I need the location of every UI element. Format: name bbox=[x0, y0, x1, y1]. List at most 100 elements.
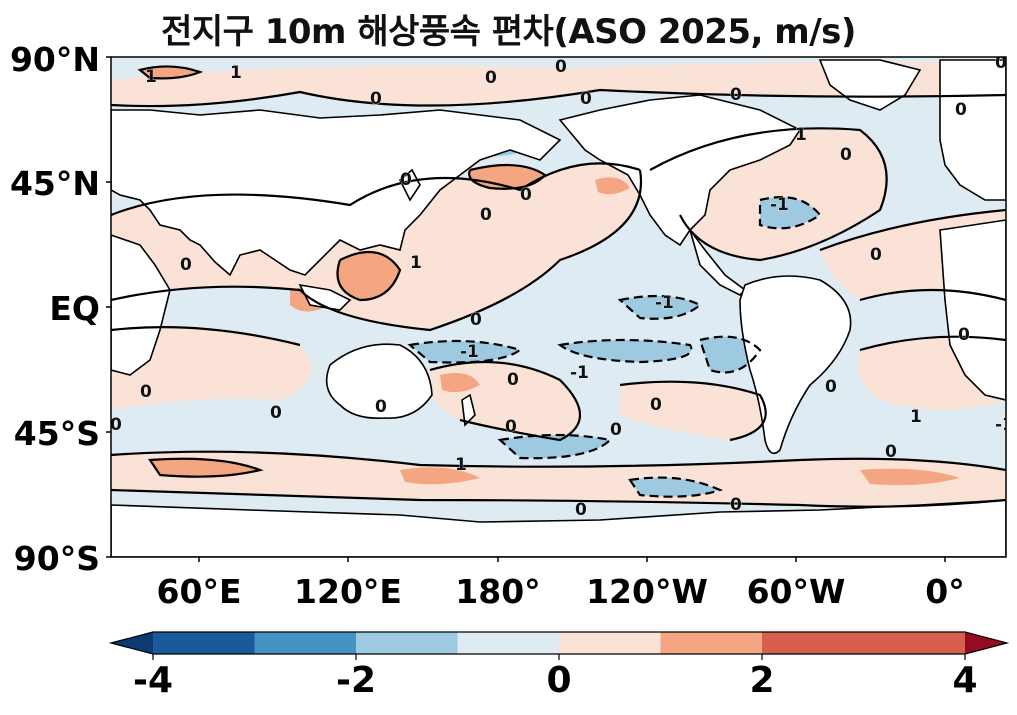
contour-label: 1 bbox=[795, 125, 807, 145]
land-eurasia bbox=[111, 109, 562, 277]
contour-line-positive bbox=[137, 65, 204, 80]
contour-label: 0 bbox=[370, 89, 382, 109]
contour-label: 0 bbox=[610, 420, 622, 440]
lat-label-45s: 45°S bbox=[13, 414, 100, 453]
colorbar-tick-label: 2 bbox=[749, 660, 775, 701]
contour-line-positive bbox=[148, 457, 264, 478]
contour-line-negative bbox=[407, 339, 523, 364]
contour-line-negative bbox=[497, 433, 613, 460]
land-australia bbox=[325, 343, 433, 420]
colorbar-bin bbox=[863, 632, 965, 654]
lon-label-180: 180° bbox=[455, 572, 541, 611]
colorbar-tick-label: -2 bbox=[336, 660, 376, 701]
lon-label-120e: 120°E bbox=[294, 572, 402, 611]
land-indonesia bbox=[298, 283, 352, 311]
colorbar-bin bbox=[660, 632, 762, 654]
contour-label: -1 bbox=[460, 342, 479, 362]
contour-labels: 0 0 0 1 1 0 0 0 0 0 1 0 -1 -1 0 0 -1 0 0… bbox=[110, 53, 1014, 520]
contour-label: 0 bbox=[730, 495, 742, 515]
contour-label: 1 bbox=[145, 67, 157, 87]
anomaly-region bbox=[111, 327, 312, 410]
contour-label: 1 bbox=[455, 455, 467, 475]
anomaly-region bbox=[860, 468, 960, 486]
contour-label: 0 bbox=[520, 185, 532, 205]
contour-line-positive bbox=[468, 163, 547, 190]
contour-label: 0 bbox=[825, 377, 837, 397]
contour-label: 0 bbox=[400, 170, 412, 190]
contour-label: 0 bbox=[110, 415, 122, 435]
contour-line-negative bbox=[758, 196, 822, 230]
colorbar-extend-min bbox=[111, 632, 153, 654]
colorbar-tick-label: 4 bbox=[952, 660, 978, 701]
land-africa-east bbox=[111, 234, 171, 376]
contour-line-zero bbox=[111, 326, 301, 347]
contour-label: -1 bbox=[770, 195, 789, 215]
contour-label: -1 bbox=[655, 293, 674, 313]
colorbar-bin bbox=[153, 632, 255, 654]
contour-label: 0 bbox=[870, 245, 882, 265]
contour-line-negative bbox=[698, 335, 762, 374]
land-masses bbox=[111, 59, 1006, 557]
land-north-america bbox=[558, 94, 802, 247]
contour-label: 0 bbox=[180, 255, 192, 275]
x-ticks bbox=[198, 557, 946, 562]
contour-label: 0 bbox=[840, 145, 852, 165]
contour-label: -1 bbox=[570, 363, 589, 383]
contour-lines-negative bbox=[407, 196, 822, 498]
lon-label-60e: 60°E bbox=[156, 572, 242, 611]
contour-label: 1 bbox=[230, 63, 242, 83]
land-antarctica bbox=[111, 499, 1006, 557]
contour-line-zero bbox=[429, 360, 582, 442]
contour-label: 1 bbox=[410, 253, 422, 273]
contour-line-negative bbox=[557, 338, 693, 364]
colorbar-bin bbox=[762, 632, 864, 654]
y-ticks bbox=[106, 56, 111, 558]
contour-line-zero bbox=[111, 169, 643, 332]
contour-line-zero bbox=[859, 288, 1006, 302]
anomaly-region bbox=[111, 451, 1006, 507]
contour-label: 0 bbox=[580, 89, 592, 109]
contour-label: 0 bbox=[955, 100, 967, 120]
lon-label-120w: 120°W bbox=[586, 572, 708, 611]
contour-line-zero bbox=[111, 450, 1006, 472]
land-new-zealand bbox=[461, 393, 476, 427]
contour-line-zero bbox=[819, 208, 1006, 252]
lat-label-90s: 90°S bbox=[13, 539, 100, 578]
colorbar bbox=[108, 631, 1010, 660]
contour-line-zero bbox=[619, 380, 767, 442]
contour-label: 0 bbox=[270, 403, 282, 423]
land-japan bbox=[399, 168, 421, 202]
colorbar-bin bbox=[559, 632, 661, 654]
contour-label: 0 bbox=[650, 395, 662, 415]
land-south-america bbox=[739, 275, 852, 455]
lat-label-eq: EQ bbox=[49, 289, 100, 328]
lat-label-90n: 90°N bbox=[9, 40, 100, 79]
contour-line-zero bbox=[859, 335, 1006, 352]
contour-line-positive bbox=[336, 250, 402, 302]
map-title: 전지구 10m 해상풍속 편차(ASO 2025, m/s) bbox=[161, 12, 856, 52]
contour-label: 1 bbox=[910, 407, 922, 427]
anomaly-region bbox=[760, 197, 820, 229]
colorbar-bin bbox=[254, 632, 356, 654]
contour-label: 0 bbox=[470, 310, 482, 330]
contour-label: 0 bbox=[507, 370, 519, 390]
contour-label: -1 bbox=[995, 415, 1014, 435]
colorbar-bin bbox=[457, 632, 559, 654]
contour-label: 0 bbox=[485, 68, 497, 88]
lat-label-45n: 45°N bbox=[9, 164, 100, 203]
colorbar-extend-max bbox=[965, 632, 1007, 654]
contour-label: 0 bbox=[730, 85, 742, 105]
lon-label-0: 0° bbox=[925, 572, 965, 611]
contour-label: 0 bbox=[575, 500, 587, 520]
contour-label: 0 bbox=[995, 53, 1007, 73]
contour-line-zero bbox=[111, 162, 641, 217]
land-africa-west bbox=[939, 219, 1006, 401]
anomaly-region bbox=[337, 252, 400, 300]
anomaly-region bbox=[630, 477, 720, 497]
colorbar-tick-label: 0 bbox=[546, 660, 572, 701]
lon-label-60w: 60°W bbox=[746, 572, 846, 611]
anomaly-region bbox=[620, 381, 766, 440]
anomaly-region bbox=[560, 340, 692, 362]
colorbar-tick-label: -4 bbox=[133, 660, 173, 701]
contour-label: 0 bbox=[375, 397, 387, 417]
